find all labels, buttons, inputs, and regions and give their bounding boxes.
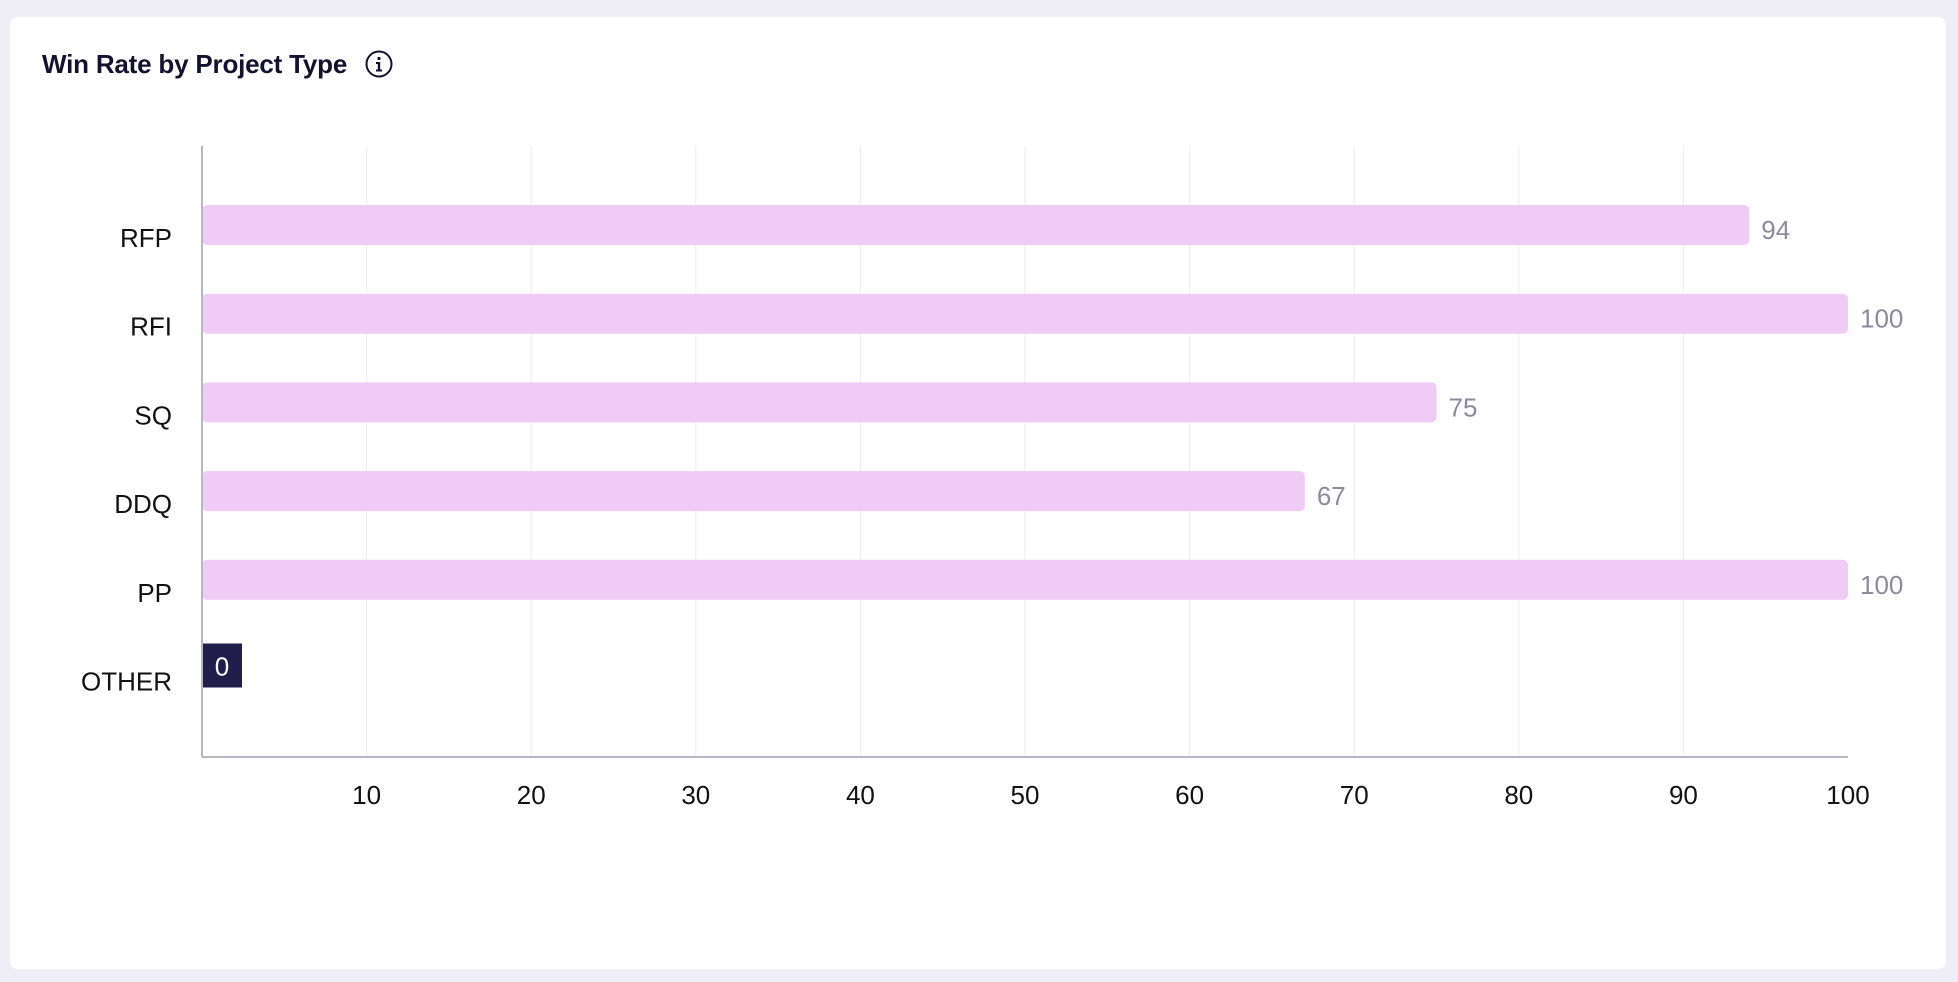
data-label: 94 [1761,215,1790,245]
x-tick-label: 70 [1340,780,1369,810]
chart-title: Win Rate by Project Type [42,48,348,79]
x-tick-label: 80 [1504,780,1533,810]
bar-zero-marker[interactable] [202,643,242,688]
y-category-label: SQ [134,400,172,430]
data-label: 0 [215,652,229,682]
bar[interactable] [202,471,1305,512]
chart-header: Win Rate by Project Type [42,48,395,80]
axes [201,146,1848,758]
y-category-label: RFI [130,312,172,342]
x-tick-label: 10 [352,780,381,810]
info-circle-icon [365,50,393,78]
bars [202,205,1848,688]
info-icon[interactable] [363,48,395,80]
x-tick-label: 100 [1826,780,1869,810]
data-label: 100 [1860,304,1903,334]
bar[interactable] [202,205,1750,245]
x-tick-label: 30 [681,780,710,810]
bar[interactable] [202,293,1848,334]
data-label: 67 [1317,481,1346,511]
y-category-label: OTHER [81,667,172,697]
x-tick-label: 90 [1669,780,1698,810]
labels: 10 20 30 40 50 60 70 80 90 100 RFP 94 RFI 100 SQ 75 DDQ 6… [81,215,1903,810]
data-label: 100 [1860,570,1903,600]
bar[interactable] [202,559,1848,600]
x-tick-label: 20 [517,780,546,810]
y-category-label: RFP [120,223,172,253]
x-tick-label: 40 [846,780,875,810]
bar[interactable] [202,382,1437,423]
y-category-label: DDQ [114,489,172,519]
grid-lines [366,146,1684,757]
y-category-label: PP [137,578,172,608]
x-tick-label: 50 [1011,780,1040,810]
data-label: 75 [1449,392,1478,422]
x-tick-label: 60 [1175,780,1204,810]
